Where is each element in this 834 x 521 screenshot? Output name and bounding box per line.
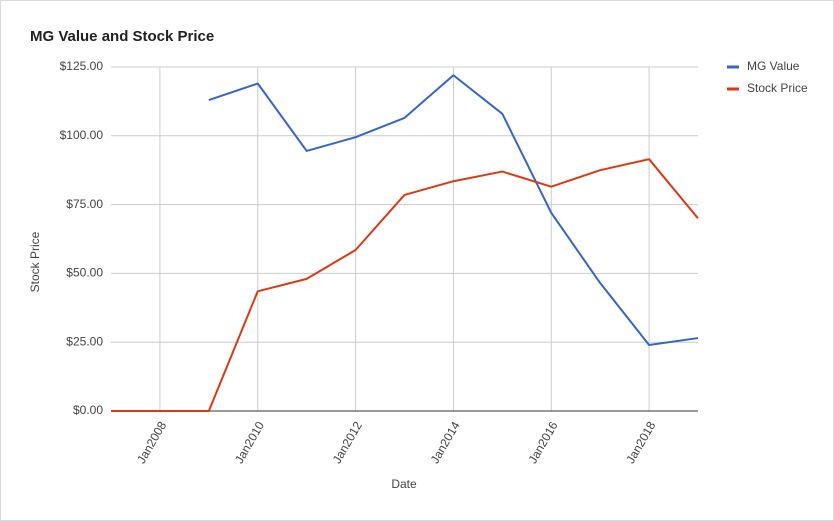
y-tick-label: $100.00 xyxy=(60,128,104,142)
x-axis-label: Date xyxy=(391,477,417,491)
y-tick-label: $125.00 xyxy=(60,59,104,73)
y-tick-label: $50.00 xyxy=(66,266,103,280)
legend-label: MG Value xyxy=(747,59,800,73)
y-tick-label: $75.00 xyxy=(66,197,103,211)
data-line xyxy=(111,158,699,412)
y-axis-label: Stock Price xyxy=(28,231,42,292)
data-line xyxy=(208,74,699,346)
legend-label: Stock Price xyxy=(747,81,808,95)
y-tick-label: $0.00 xyxy=(73,403,103,417)
chart-title: MG Value and Stock Price xyxy=(30,28,214,45)
y-tick-label: $25.00 xyxy=(66,334,103,348)
